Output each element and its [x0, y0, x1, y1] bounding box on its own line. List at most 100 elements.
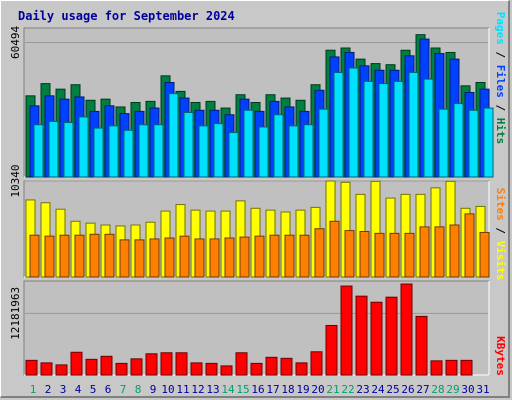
bar-kbytes-day-24 [370, 301, 383, 376]
bar-pages-day-31 [483, 107, 494, 178]
bar-kbytes-day-20 [310, 351, 323, 376]
legend-files: Files [494, 65, 507, 98]
legend-sites: Sites [494, 188, 507, 221]
y-tick-label: 10340 [9, 164, 22, 197]
bar-pages-day-25 [393, 80, 404, 178]
bar-sites-day-29 [449, 224, 460, 278]
x-tick-label-day-10: 10 [161, 383, 174, 396]
bar-sites-day-6 [104, 233, 115, 278]
bar-kbytes-day-12 [190, 362, 203, 376]
bar-pages-day-15 [243, 109, 254, 178]
bar-pages-day-22 [348, 67, 359, 178]
bar-pages-day-18 [288, 125, 299, 178]
bar-kbytes-day-4 [70, 351, 83, 376]
x-tick-label-day-21: 21 [326, 383, 339, 396]
bar-sites-day-8 [134, 239, 145, 278]
bar-sites-day-30 [464, 213, 475, 278]
bar-kbytes-day-17 [265, 356, 278, 376]
x-tick-label-day-6: 6 [105, 383, 112, 396]
x-tick-label-day-23: 23 [356, 383, 369, 396]
bar-sites-day-23 [359, 231, 370, 278]
x-tick-label-day-22: 22 [341, 383, 354, 396]
bar-sites-day-10 [164, 237, 175, 278]
x-tick-label-day-4: 4 [75, 383, 82, 396]
bar-pages-day-5 [93, 127, 104, 178]
bar-kbytes-day-2 [40, 362, 53, 376]
bar-kbytes-day-5 [85, 358, 98, 376]
bar-pages-day-14 [228, 132, 239, 178]
bar-sites-day-25 [389, 232, 400, 278]
legend-pages: Pages [494, 12, 507, 45]
bar-sites-day-31 [479, 231, 490, 278]
bar-pages-day-13 [213, 123, 224, 178]
bar-pages-day-21 [333, 71, 344, 178]
x-tick-label-day-9: 9 [150, 383, 157, 396]
legend-separator: / [494, 45, 507, 65]
legend-right: Pages / Files / Hits [494, 12, 507, 145]
x-tick-label-day-24: 24 [371, 383, 385, 396]
legend-visits: Visits [494, 241, 507, 281]
bar-kbytes-day-26 [400, 283, 413, 376]
chart-title: Daily usage for September 2024 [18, 9, 235, 23]
bar-kbytes-day-6 [100, 355, 113, 376]
bar-pages-day-3 [63, 122, 74, 178]
bar-kbytes-day-9 [145, 353, 158, 376]
bar-pages-day-1 [33, 124, 44, 178]
x-tick-label-day-13: 13 [206, 383, 219, 396]
legend-right: Sites / Visits [494, 188, 507, 281]
bar-pages-day-8 [138, 124, 149, 178]
bar-sites-day-26 [404, 232, 415, 278]
bar-pages-day-7 [123, 129, 134, 178]
bar-kbytes-day-8 [130, 358, 143, 376]
bar-pages-day-24 [378, 83, 389, 178]
x-tick-label-day-11: 11 [176, 383, 189, 396]
bar-sites-day-22 [344, 230, 355, 278]
x-tick-label-day-26: 26 [401, 383, 414, 396]
bar-kbytes-day-18 [280, 357, 293, 376]
bar-pages-day-29 [453, 103, 464, 178]
bar-pages-day-20 [318, 108, 329, 178]
x-tick-label-day-18: 18 [281, 383, 294, 396]
bar-sites-day-3 [59, 234, 70, 278]
bar-sites-day-12 [194, 238, 205, 278]
bar-sites-day-19 [299, 234, 310, 278]
bar-kbytes-day-11 [175, 352, 188, 376]
y-tick-label: 60494 [9, 26, 22, 59]
bar-sites-day-20 [314, 228, 325, 278]
x-tick-label-day-28: 28 [431, 383, 444, 396]
bar-sites-day-15 [239, 236, 250, 278]
x-tick-label-day-17: 17 [266, 383, 279, 396]
x-tick-label-day-30: 30 [461, 383, 474, 396]
x-tick-label-day-27: 27 [416, 383, 429, 396]
bar-sites-day-4 [74, 234, 85, 278]
bar-sites-day-18 [284, 234, 295, 278]
bar-kbytes-day-14 [220, 365, 233, 376]
bar-kbytes-day-28 [430, 360, 443, 376]
x-tick-label-day-3: 3 [60, 383, 67, 396]
bar-sites-day-21 [329, 220, 340, 278]
bar-kbytes-day-27 [415, 315, 428, 376]
bar-pages-day-23 [363, 80, 374, 178]
bar-pages-day-9 [153, 124, 164, 178]
bar-sites-day-1 [29, 234, 40, 278]
bar-kbytes-day-15 [235, 352, 248, 376]
bar-pages-day-30 [468, 109, 479, 178]
bar-kbytes-day-16 [250, 362, 263, 376]
bar-kbytes-day-7 [115, 362, 128, 376]
bar-sites-day-27 [419, 226, 430, 278]
bar-sites-day-16 [254, 235, 265, 278]
bar-kbytes-day-3 [55, 364, 68, 376]
legend-right: KBytes [494, 336, 507, 376]
bar-pages-day-27 [423, 78, 434, 178]
x-tick-label-day-2: 2 [45, 383, 52, 396]
bar-kbytes-day-10 [160, 352, 173, 376]
x-tick-label-day-25: 25 [386, 383, 399, 396]
bar-kbytes-day-21 [325, 324, 338, 376]
bar-pages-day-17 [273, 114, 284, 178]
bar-pages-day-16 [258, 126, 269, 178]
bar-kbytes-day-25 [385, 296, 398, 376]
legend-kbytes: KBytes [494, 336, 507, 376]
bar-pages-day-10 [168, 93, 179, 178]
x-tick-label-day-8: 8 [135, 383, 142, 396]
